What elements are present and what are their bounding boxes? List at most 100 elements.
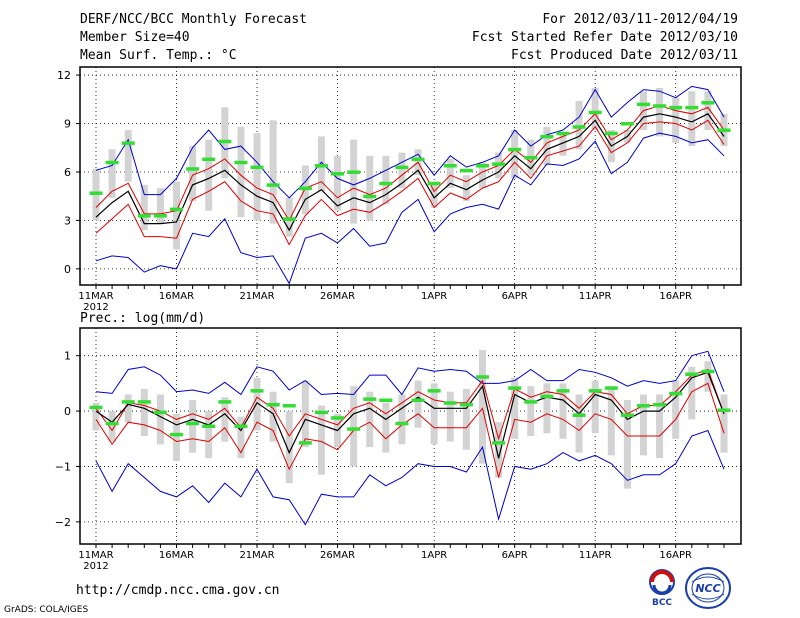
forecast-period: For 2012/03/11-2012/04/19 — [542, 12, 738, 27]
spread-box — [511, 377, 519, 439]
forecast-marker — [443, 401, 457, 405]
forecast-marker — [620, 413, 634, 417]
forecast-marker — [202, 424, 216, 429]
forecast-marker — [540, 394, 554, 399]
forecast-marker — [266, 183, 280, 187]
spread-box — [527, 386, 535, 436]
spread-box — [92, 402, 100, 431]
spread-box — [430, 181, 438, 208]
forecast-marker — [282, 404, 296, 408]
panel-title: Prec.: log(mm/d) — [80, 311, 205, 326]
forecast-marker — [234, 424, 248, 429]
spread-box — [398, 394, 406, 445]
bcc-logo: BCC — [649, 569, 675, 608]
forecast-marker — [331, 416, 345, 420]
spread-box — [173, 181, 181, 250]
y-tick-label: 0 — [64, 405, 71, 418]
forecast-marker — [604, 386, 618, 390]
x-tick-label: 16APR — [659, 291, 692, 302]
forecast-marker — [717, 408, 731, 412]
forecast-marker — [89, 191, 103, 195]
forecast-marker — [395, 421, 409, 426]
forecast-marker — [186, 167, 200, 171]
forecast-marker — [701, 101, 715, 105]
forecast-marker — [250, 165, 264, 170]
spread-box — [366, 391, 374, 448]
plot-frame — [79, 66, 742, 286]
min-line — [95, 429, 725, 526]
spread-box — [124, 394, 132, 423]
forecast-marker — [347, 427, 361, 431]
spread-box — [108, 149, 116, 198]
chart-title: DERF/NCC/BCC Monthly Forecast — [80, 12, 307, 27]
x-tick-label: 6APR — [502, 291, 528, 302]
y-tick-label: −2 — [55, 516, 71, 529]
spread-box — [173, 413, 181, 461]
forecast-marker — [314, 410, 328, 415]
spread-box — [253, 133, 261, 221]
forecast-marker — [443, 164, 457, 168]
upper-line — [95, 105, 725, 222]
x-tick-label: 11APR — [579, 291, 612, 302]
forecast-marker — [427, 389, 441, 393]
forecast-marker — [524, 155, 538, 160]
spread-box — [704, 361, 712, 392]
forecast-marker — [604, 131, 618, 136]
spread-box — [237, 416, 245, 459]
spread-box — [591, 87, 599, 130]
spread-box — [350, 139, 358, 224]
forecast-marker — [137, 214, 151, 218]
forecast-marker — [620, 122, 634, 126]
spread-box — [688, 91, 696, 147]
spread-box — [656, 394, 664, 459]
forecast-marker — [170, 432, 184, 437]
spread-box — [559, 383, 567, 439]
x-tick-label: 16MAR — [159, 291, 194, 302]
spread-box — [382, 155, 390, 205]
spread-box — [205, 411, 213, 459]
svg-text:BCC: BCC — [652, 598, 672, 608]
x-tick-label: 11APR — [579, 550, 612, 561]
spread-box — [688, 366, 696, 420]
spread-box — [334, 155, 342, 211]
forecast-marker — [266, 402, 280, 407]
x-tick-label: 1APR — [421, 291, 447, 302]
forecast-marker — [636, 404, 650, 408]
spread-box — [269, 120, 277, 224]
x-tick-label: 21MAR — [239, 291, 274, 302]
x-tick-label: 6APR — [502, 550, 528, 561]
spread-box — [430, 383, 438, 445]
forecast-marker — [685, 372, 699, 376]
forecast-marker — [298, 186, 312, 191]
spread-box — [720, 394, 728, 453]
upper-line — [95, 368, 725, 441]
x-tick-label: 11MAR — [78, 291, 113, 302]
x-tick-label: 1APR — [421, 550, 447, 561]
source-url[interactable]: http://cmdp.ncc.cma.gov.cn — [76, 583, 280, 598]
spread-box — [317, 405, 325, 475]
forecast-marker — [331, 172, 345, 176]
forecast-marker — [653, 402, 667, 407]
spread-box — [672, 380, 680, 439]
forecast-marker — [411, 157, 425, 162]
spread-box — [495, 422, 503, 478]
forecast-marker — [701, 369, 715, 374]
x-year-label: 2012 — [83, 302, 108, 313]
forecast-marker — [492, 162, 506, 166]
y-tick-label: 3 — [64, 214, 71, 227]
temperature-panel: 0 3 6 9 12 11MAR 16MAR 21MAR 26MAR 1APR 6APR 11APR 1… — [57, 66, 742, 313]
spread-box — [462, 175, 470, 202]
lower-line — [95, 119, 725, 246]
variable-label: Mean Surf. Temp.: °C — [80, 48, 237, 63]
forecast-marker — [121, 141, 135, 145]
forecast-marker — [572, 413, 586, 417]
spread-box — [398, 152, 406, 189]
forecast-marker — [459, 168, 473, 173]
spread-box — [124, 129, 132, 182]
y-tick-label: 12 — [57, 69, 71, 82]
spread-box — [366, 155, 374, 221]
forecast-marker — [298, 441, 312, 445]
forecast-marker — [153, 214, 167, 218]
spread-box — [269, 391, 277, 442]
